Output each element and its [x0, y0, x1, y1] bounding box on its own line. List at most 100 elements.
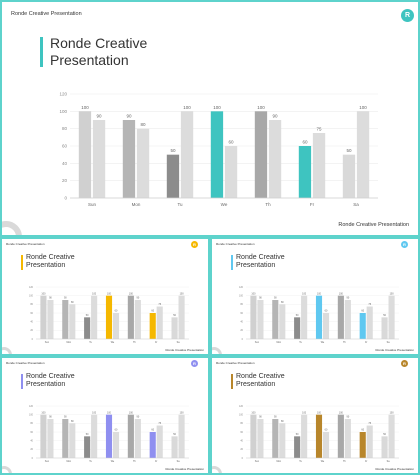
- slide-title-line-2: Presentation: [236, 262, 276, 270]
- corner-ring-decoration: [2, 347, 12, 354]
- y-tick-label: 100: [29, 414, 34, 417]
- bar-series-2: [344, 419, 351, 458]
- bar-chart-svg: 02040608010012010090Sun9080Mon50100Tu100…: [29, 405, 189, 463]
- x-tick-label: Sa: [177, 460, 181, 463]
- x-tick-label: We: [321, 460, 325, 463]
- x-tick-label: Fr: [310, 202, 315, 207]
- x-tick-label: Fr: [155, 341, 157, 344]
- bar-series-2: [136, 128, 150, 198]
- bar-series-1: [84, 436, 91, 458]
- title-accent-bar: [21, 255, 23, 270]
- logo-badge-icon: R: [401, 360, 408, 367]
- slide-thumbnail-bronze[interactable]: Ronde Creative Presentation R Ronde Crea…: [210, 356, 420, 475]
- brand-label-bottom: Ronde Creative Presentation: [375, 467, 414, 471]
- slide-title-line-1: Ronde Creative: [50, 35, 148, 51]
- x-tick-label: Th: [133, 460, 136, 463]
- bar-series-2: [312, 133, 326, 198]
- data-label: 75: [158, 303, 161, 306]
- corner-ring-decoration: [2, 466, 12, 473]
- data-label: 100: [359, 105, 367, 110]
- data-label: 100: [107, 411, 112, 414]
- data-label: 90: [259, 416, 262, 419]
- bar-series-1: [171, 317, 178, 339]
- slide-main[interactable]: Ronde Creative Presentation R Ronde Crea…: [0, 0, 420, 237]
- y-tick-label: 80: [30, 303, 33, 306]
- bar-series-1: [359, 313, 366, 339]
- bar-series-2: [268, 120, 282, 198]
- bar-chart: 0 20 40 60 80 100 120 100 90 Sun 90 80 Mon 50 100 Tu 100…: [238, 404, 401, 464]
- x-tick-label: Tu: [89, 460, 92, 463]
- x-tick-label: Th: [133, 341, 136, 344]
- data-label: 90: [49, 416, 52, 419]
- brand-label-top: Ronde Creative Presentation: [216, 242, 255, 246]
- x-tick-label: Mon: [132, 202, 141, 207]
- bar-series-2: [366, 306, 373, 339]
- data-label: 50: [296, 314, 299, 317]
- data-label: 100: [180, 292, 185, 295]
- bar-series-1: [381, 317, 388, 339]
- bar-series-1: [127, 295, 134, 339]
- bar-series-1: [62, 419, 69, 458]
- bar-series-2: [301, 295, 308, 339]
- data-label: 90: [347, 416, 350, 419]
- bar-series-2: [134, 300, 141, 339]
- brand-label-top: Ronde Creative Presentation: [6, 361, 45, 365]
- bar-series-1: [272, 300, 279, 339]
- data-label: 100: [339, 292, 344, 295]
- y-tick-label: 60: [240, 431, 243, 434]
- data-label: 60: [325, 310, 328, 313]
- data-label: 60: [151, 310, 154, 313]
- slide-thumbnail-yellow[interactable]: Ronde Creative Presentation R Ronde Crea…: [0, 237, 210, 356]
- slide-thumbnail-light-blue[interactable]: Ronde Creative Presentation R Ronde Crea…: [210, 237, 420, 356]
- brand-label-top: Ronde Creative Presentation: [11, 11, 82, 17]
- bar-chart: 0 20 40 60 80 100 120 100 90 Sun 90 80 Mon 50 100 Tu 100…: [238, 285, 401, 345]
- y-tick-label: 120: [29, 405, 34, 408]
- bar-series-2: [91, 295, 98, 339]
- x-tick-label: Sa: [387, 341, 391, 344]
- bar-series-1: [122, 120, 136, 198]
- bar-chart: 0 20 40 60 80 100 120 100 90 Sun 90 80 Mon 50 100 Tu 100…: [28, 404, 191, 464]
- x-tick-label: Sun: [255, 460, 260, 463]
- bar-series-1: [342, 154, 356, 198]
- bar-series-2: [322, 432, 330, 458]
- data-label: 90: [126, 114, 132, 119]
- bar-series-1: [381, 436, 388, 458]
- y-tick-label: 20: [62, 178, 68, 183]
- slide-title-line-1: Ronde Creative: [236, 373, 285, 380]
- bar-chart-svg: 02040608010012010090Sun9080Mon50100Tu100…: [59, 92, 378, 207]
- data-label: 100: [92, 292, 97, 295]
- bar-series-2: [322, 313, 330, 339]
- data-label: 50: [173, 314, 176, 317]
- bar-series-1: [105, 295, 113, 339]
- bar-series-1: [171, 436, 178, 458]
- x-tick-label: Mon: [276, 341, 281, 344]
- data-label: 50: [86, 314, 89, 317]
- bar-series-1: [315, 414, 323, 458]
- data-label: 80: [71, 420, 74, 423]
- y-tick-label: 40: [240, 440, 243, 443]
- y-tick-label: 60: [240, 312, 243, 315]
- x-tick-label: Sun: [255, 341, 260, 344]
- data-label: 60: [302, 140, 308, 145]
- data-label: 100: [180, 411, 185, 414]
- bar-series-2: [388, 295, 395, 339]
- data-label: 80: [71, 301, 74, 304]
- bar-series-1: [359, 432, 366, 458]
- slide-title: Ronde Creative Presentation: [26, 373, 75, 390]
- data-label: 90: [137, 297, 140, 300]
- logo-badge-icon: R: [401, 241, 408, 248]
- data-label: 90: [64, 297, 67, 300]
- x-tick-label: Sun: [88, 202, 97, 207]
- data-label: 50: [173, 433, 176, 436]
- bar-series-2: [279, 304, 286, 339]
- data-label: 50: [383, 433, 386, 436]
- slide-thumbnail-lavender[interactable]: Ronde Creative Presentation R Ronde Crea…: [0, 356, 210, 475]
- bar-series-1: [294, 436, 301, 458]
- title-accent-bar: [231, 374, 233, 389]
- data-label: 60: [361, 310, 364, 313]
- data-label: 100: [302, 292, 307, 295]
- bar-series-2: [112, 432, 120, 458]
- slide-title-line-2: Presentation: [26, 262, 66, 270]
- brand-label-top: Ronde Creative Presentation: [216, 361, 255, 365]
- bar-series-2: [180, 111, 194, 198]
